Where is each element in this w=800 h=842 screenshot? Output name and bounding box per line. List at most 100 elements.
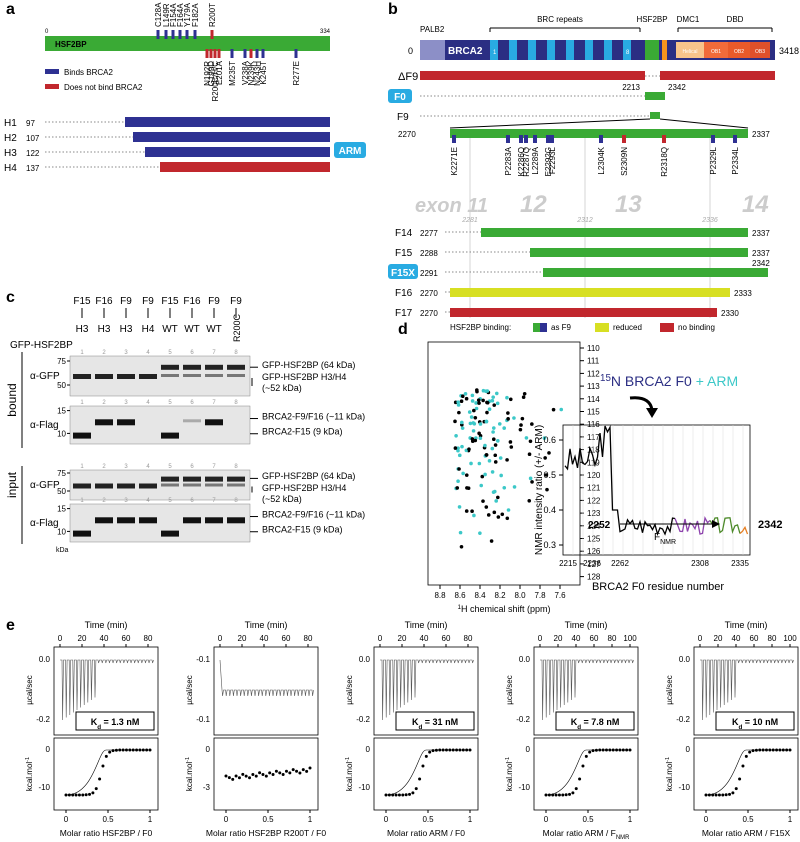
legend-swatch [45,84,59,89]
label: BRCA2 [448,46,483,57]
label: 2336 [701,217,718,224]
label: GFP-HSF2BP H3/H4 [262,372,346,382]
nmr-peak [491,437,496,442]
label: 5 [168,350,172,356]
nmr-peak [460,420,464,425]
brc-repeat [547,40,555,60]
mutation-label: P2329L [709,146,718,174]
label-part: Molar ratio HSF2BP / F0 [60,828,153,838]
label: 0.5 [582,815,594,824]
label: 1 [80,464,84,470]
itc-point [305,769,309,773]
label: 6 [190,498,194,504]
mutation-mark [205,49,209,58]
band [205,419,223,426]
label: 0 [218,634,223,643]
nmr-peak [453,446,458,450]
label: 125 [587,535,601,544]
nmr-peak [478,531,482,535]
nmr-peak [457,505,462,509]
label: 20 [714,634,723,643]
itc-point [751,749,755,753]
itc-point [557,793,561,797]
label: 0 [206,745,211,754]
construct-bar [450,129,748,138]
nmr-peak [509,445,514,449]
brc-repeat [490,40,498,60]
construct-bar [530,248,748,257]
label-part: d [418,724,422,731]
label: 1H chemical shift (ppm) [457,604,550,615]
panel-label: c [6,289,15,306]
nmr-peak [457,453,462,458]
label: Kd = 31 nM [412,717,458,731]
itc-frame [373,646,479,736]
label: GFP-HSF2BP (64 kDa) [262,471,355,481]
itc-point [108,750,112,754]
construct-bar [450,288,730,297]
label: kcal.mol-1 [505,757,514,791]
nmr-peak [471,421,476,425]
label: FNMR [654,532,676,546]
band [161,476,179,482]
itc-point [588,750,592,754]
nmr-peak [470,399,475,403]
itc-point [414,787,418,791]
label: 60 [750,634,759,643]
nmr-peak [508,397,513,402]
itc-point [264,774,268,778]
label: µcal/sec [25,675,34,705]
dbd-part [676,42,704,58]
label-part: kcal.mol [665,762,674,792]
legend-swatch [595,323,609,332]
label: 111 [587,357,600,366]
nmr-peak [460,426,465,430]
label: 8.4 [474,591,486,600]
label: 2337 [752,229,770,238]
mutation-label: N192R [203,61,212,86]
nmr-peak [483,443,487,448]
nmr-peak [469,415,474,419]
kd-box [555,711,635,731]
label-part: kcal.mol [25,762,34,792]
itc-point [258,771,262,775]
construct-bar [481,228,748,237]
label: 5 [168,400,172,406]
nmr-peak [544,473,549,477]
nmr-peak [512,485,517,489]
label: 1 [148,815,153,824]
band [227,517,245,524]
band [227,364,245,370]
mutation-mark [185,30,189,39]
mutation-label: R2287Q [522,147,531,177]
nmr-peak [530,422,534,426]
nmr-peak [530,480,534,484]
label: F15X [391,268,415,279]
label: HSF2BP binding: [450,323,511,332]
nmr-peak [470,393,475,398]
label-part: kcal.mol [185,762,194,792]
nmr-peak [547,451,551,455]
mutation-mark [662,135,666,143]
itc-point [268,771,272,775]
itc-point [571,791,575,795]
ratio-trace [564,424,676,537]
label: reduced [613,323,642,332]
domain [645,40,659,60]
nmr-peak [478,436,483,441]
label: 6 [190,464,194,470]
label: F15 [73,296,91,307]
arrow-head [646,408,658,418]
label: 15 [57,505,66,514]
construct-bar [543,268,768,277]
nmr-peak [502,486,507,490]
band [73,483,91,489]
ratio-frame [562,424,751,556]
label: 7 [212,498,216,504]
label: 0 [544,815,549,824]
nmr-peak [502,426,506,430]
brc-repeat [623,40,631,60]
itc-point [101,764,105,768]
nmr-peak [490,446,495,451]
itc-point [74,793,78,797]
